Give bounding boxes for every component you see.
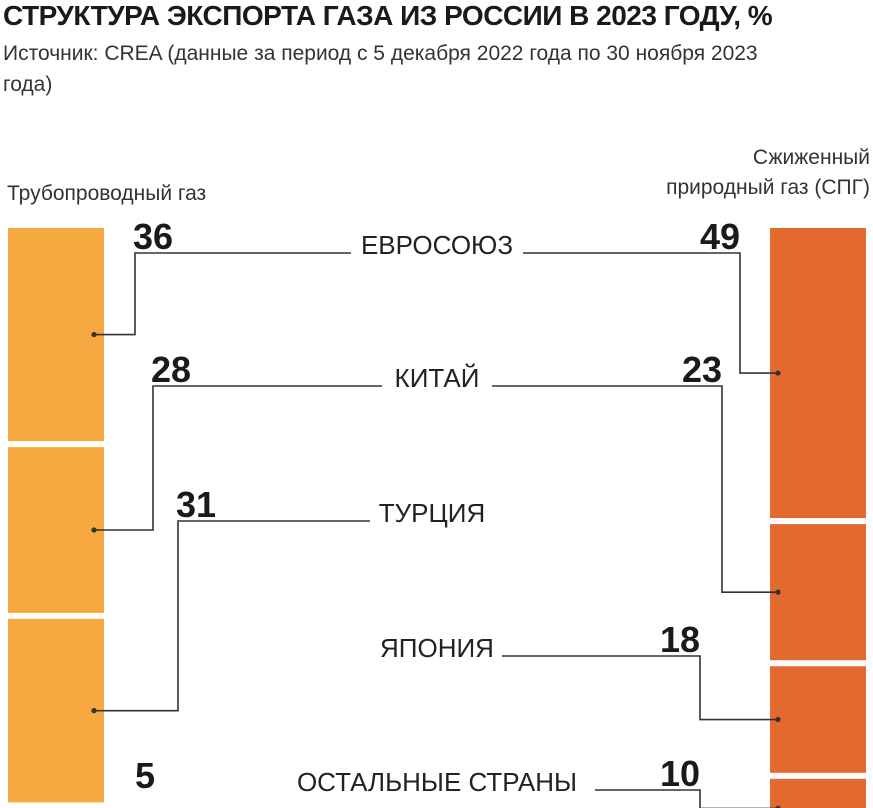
pipeline-dot-china	[91, 527, 97, 533]
pipeline-value-turkey: 31	[176, 484, 216, 525]
pipeline-leader-china	[94, 385, 382, 531]
lng-bar-japan	[770, 666, 866, 773]
lng-leader-other	[595, 789, 778, 808]
chart-title: СТРУКТУРА ЭКСПОРТА ГАЗА ИЗ РОССИИ В 2023…	[3, 0, 773, 31]
pipeline-value-eu: 36	[133, 216, 173, 257]
lng-bar-other	[770, 778, 866, 808]
pipeline-bar-turkey	[8, 618, 104, 803]
lng-dot-japan	[775, 716, 781, 723]
lng-value-china: 23	[682, 349, 722, 390]
category-label-china: КИТАЙ	[395, 363, 480, 393]
lng-bar-eu	[770, 228, 866, 519]
category-label-eu: ЕВРОСОЮЗ	[361, 230, 513, 260]
pipeline-leader-eu	[94, 252, 351, 336]
lng-dot-other	[775, 805, 781, 808]
lng-leader-japan	[502, 655, 778, 721]
legend-lng: Сжиженный природный газ (СПГ)	[666, 146, 870, 199]
pipeline-dot-eu	[91, 331, 97, 338]
pipeline-value-other: 5	[135, 755, 155, 796]
category-label-other: ОСТАЛЬНЫЕ СТРАНЫ	[297, 767, 577, 797]
lng-value-other: 10	[660, 753, 700, 794]
lng-value-eu: 49	[700, 216, 740, 257]
lng-leader-china	[492, 385, 778, 593]
pipeline-bar-eu	[8, 228, 104, 442]
chart-subtitle: Источник: CREA (данные за период с 5 дек…	[3, 42, 758, 96]
lng-bar-china	[770, 524, 866, 661]
legend-pipeline: Трубопроводный газ	[7, 182, 207, 205]
pipeline-dot-turkey	[91, 708, 97, 714]
pipeline-bar-china	[8, 447, 104, 613]
pipeline-leader-turkey	[94, 520, 370, 712]
category-label-turkey: ТУРЦИЯ	[379, 498, 485, 528]
lng-dot-china	[775, 589, 781, 595]
lng-leader-eu	[523, 252, 778, 374]
category-label-japan: ЯПОНИЯ	[380, 633, 494, 663]
lng-dot-eu	[775, 370, 781, 376]
lng-value-japan: 18	[660, 619, 700, 660]
pipeline-value-china: 28	[151, 349, 191, 390]
